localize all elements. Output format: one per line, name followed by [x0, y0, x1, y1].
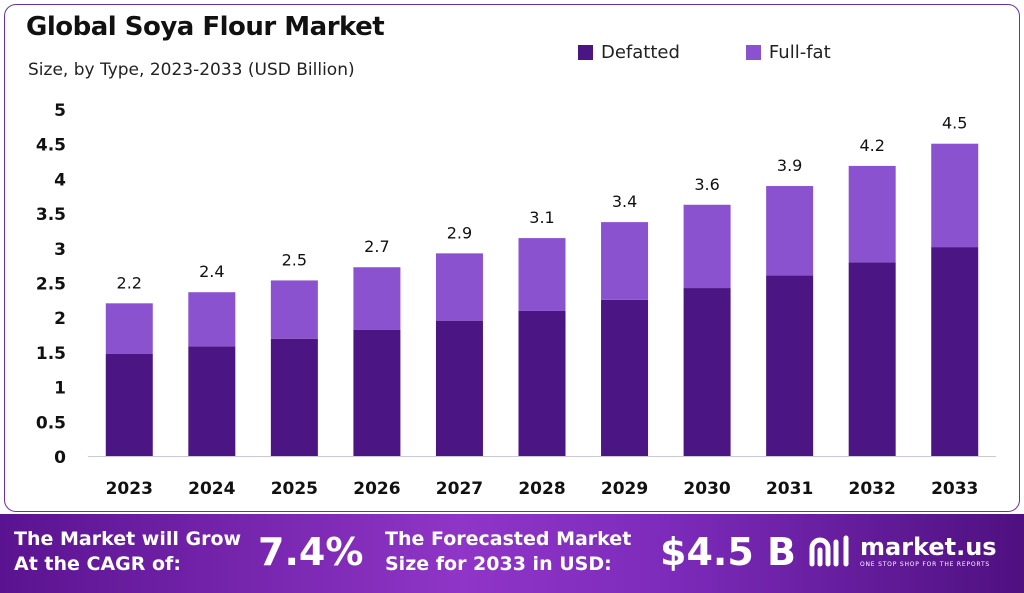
y-tick-label: 3.5	[36, 205, 66, 225]
bar-segment-full-fat	[518, 238, 566, 311]
bar-segment-defatted	[683, 288, 731, 456]
bar-segment-full-fat	[270, 280, 318, 339]
legend-swatch-full-fat	[745, 45, 761, 60]
bar-segment-full-fat	[766, 186, 814, 276]
x-tick-label: 2033	[931, 479, 978, 499]
bar-chart: 0 0.5 1 1.5 2 2.5 3 3.5 4 4.5 5 2.2 2023 2.4 2024 2.5 20…	[36, 101, 996, 499]
bar-segment-full-fat	[188, 292, 236, 347]
brand-name: market.us	[860, 532, 997, 561]
summary-banner: The Market will Grow At the CAGR of: 7.4…	[0, 514, 1024, 593]
bar-total-label: 4.5	[942, 114, 967, 133]
y-tick-label: 1	[54, 379, 66, 399]
y-tick-label: 2	[54, 309, 66, 329]
bar-total-label: 2.2	[117, 273, 142, 292]
x-tick-label: 2024	[188, 479, 235, 499]
x-tick-label: 2026	[353, 479, 400, 499]
bar-total-label: 2.9	[447, 223, 472, 242]
x-tick-label: 2029	[601, 479, 648, 499]
x-tick-label: 2023	[106, 479, 153, 499]
cagr-caption: The Market will Grow At the CAGR of:	[14, 527, 241, 577]
bar-segment-defatted	[848, 262, 896, 456]
y-tick-label: 5	[54, 101, 66, 121]
forecast-caption-line2: Size for 2033 in USD:	[385, 553, 612, 575]
bar-total-label: 3.4	[612, 192, 637, 211]
legend-item-full-fat: Full-fat	[745, 42, 831, 63]
bar-segment-defatted	[270, 338, 318, 456]
y-tick-label: 4	[54, 170, 66, 190]
bar-segment-defatted	[601, 299, 649, 456]
bar-total-label: 3.9	[777, 156, 802, 175]
x-tick-label: 2031	[766, 479, 813, 499]
cagr-caption-line2: At the CAGR of:	[14, 553, 181, 575]
bar-segment-full-fat	[353, 267, 401, 330]
x-tick-label: 2025	[271, 479, 318, 499]
y-tick-label: 2.5	[36, 275, 66, 295]
legend-label-full-fat: Full-fat	[768, 42, 831, 63]
bar-segment-defatted	[353, 329, 401, 456]
x-tick-label: 2032	[849, 479, 896, 499]
y-tick-label: 0.5	[36, 413, 66, 433]
forecast-caption-line1: The Forecasted Market	[385, 528, 632, 550]
legend-label-defatted: Defatted	[601, 42, 680, 63]
y-tick-label: 0	[54, 448, 66, 468]
brand-tagline: ONE STOP SHOP FOR THE REPORTS	[860, 560, 991, 568]
x-tick-label: 2027	[436, 479, 483, 499]
bar-segment-full-fat	[848, 165, 896, 263]
market-us-logo-icon	[809, 535, 849, 567]
forecast-value: $4.5 B	[660, 530, 796, 574]
bar-segment-defatted	[105, 353, 153, 456]
bar-segment-defatted	[435, 320, 483, 456]
bar-segment-defatted	[766, 275, 814, 456]
forecast-caption: The Forecasted Market Size for 2033 in U…	[385, 527, 631, 577]
chart-subtitle: Size, by Type, 2023-2033 (USD Billion)	[28, 60, 355, 80]
y-tick-label: 1.5	[36, 344, 66, 364]
x-tick-label: 2028	[518, 479, 565, 499]
y-tick-label: 4.5	[36, 136, 66, 156]
bar-total-label: 3.6	[694, 175, 719, 194]
bar-segment-full-fat	[435, 253, 483, 321]
bar-segment-defatted	[518, 310, 566, 456]
cagr-caption-line1: The Market will Grow	[14, 528, 242, 550]
bar-total-label: 2.7	[364, 237, 389, 256]
bar-segment-full-fat	[105, 303, 153, 354]
chart-legend: Defatted Full-fat	[578, 42, 831, 63]
brand-logo: market.us ONE STOP SHOP FOR THE REPORTS	[808, 534, 997, 568]
bar-segment-full-fat	[683, 204, 731, 289]
bar-segment-defatted	[931, 247, 979, 456]
cagr-value: 7.4%	[258, 530, 364, 574]
y-tick-label: 3	[54, 240, 66, 260]
bar-total-label: 2.5	[282, 250, 307, 269]
x-tick-label: 2030	[683, 479, 730, 499]
bar-total-label: 2.4	[199, 262, 224, 281]
bar-segment-full-fat	[601, 222, 649, 300]
bar-total-label: 4.2	[859, 136, 884, 155]
bar-segment-full-fat	[931, 143, 979, 248]
bar-segment-defatted	[188, 346, 236, 456]
bar-total-label: 3.1	[529, 208, 554, 227]
chart-title: Global Soya Flour Market	[26, 12, 385, 42]
legend-item-defatted: Defatted	[578, 42, 680, 63]
legend-swatch-defatted	[578, 45, 593, 60]
